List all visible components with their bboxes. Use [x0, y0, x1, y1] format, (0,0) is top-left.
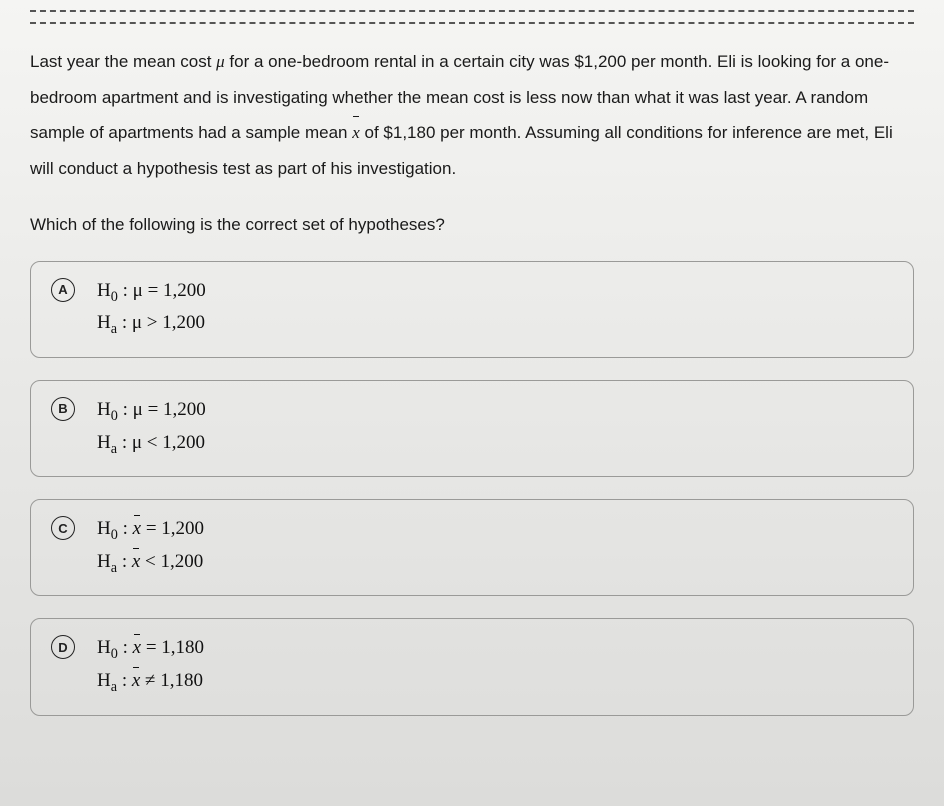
divider-top-1	[30, 10, 914, 12]
ha-line: Ha : μ < 1,200	[97, 428, 206, 461]
option-letter: D	[51, 635, 75, 659]
option-math: H0 : x = 1,200 Ha : x < 1,200	[97, 514, 204, 579]
xbar-symbol: x	[133, 514, 141, 544]
xbar-symbol: x	[352, 115, 360, 151]
option-math: H0 : x = 1,180 Ha : x ≠ 1,180	[97, 633, 204, 698]
ha-line: Ha : μ > 1,200	[97, 308, 206, 341]
h0-line: H0 : μ = 1,200	[97, 276, 206, 309]
sub-question: Which of the following is the correct se…	[30, 215, 914, 235]
xbar-symbol: x	[133, 633, 141, 663]
option-a[interactable]: A H0 : μ = 1,200 Ha : μ > 1,200	[30, 261, 914, 358]
h0-line: H0 : x = 1,180	[97, 633, 204, 666]
option-math: H0 : μ = 1,200 Ha : μ < 1,200	[97, 395, 206, 460]
xbar-symbol: x	[132, 666, 140, 696]
option-math: H0 : μ = 1,200 Ha : μ > 1,200	[97, 276, 206, 341]
xbar-symbol: x	[132, 547, 140, 577]
option-c[interactable]: C H0 : x = 1,200 Ha : x < 1,200	[30, 499, 914, 596]
option-letter: C	[51, 516, 75, 540]
options-list: A H0 : μ = 1,200 Ha : μ > 1,200 B H0 : μ…	[30, 261, 914, 716]
question-paragraph: Last year the mean cost μ for a one-bedr…	[30, 44, 914, 187]
divider-top-2	[30, 22, 914, 24]
option-b[interactable]: B H0 : μ = 1,200 Ha : μ < 1,200	[30, 380, 914, 477]
mu-symbol: μ	[216, 52, 225, 71]
h0-line: H0 : μ = 1,200	[97, 395, 206, 428]
option-letter: B	[51, 397, 75, 421]
option-d[interactable]: D H0 : x = 1,180 Ha : x ≠ 1,180	[30, 618, 914, 715]
question-text-1: Last year the mean cost	[30, 52, 216, 71]
ha-line: Ha : x < 1,200	[97, 547, 204, 580]
h0-line: H0 : x = 1,200	[97, 514, 204, 547]
option-letter: A	[51, 278, 75, 302]
ha-line: Ha : x ≠ 1,180	[97, 666, 204, 699]
